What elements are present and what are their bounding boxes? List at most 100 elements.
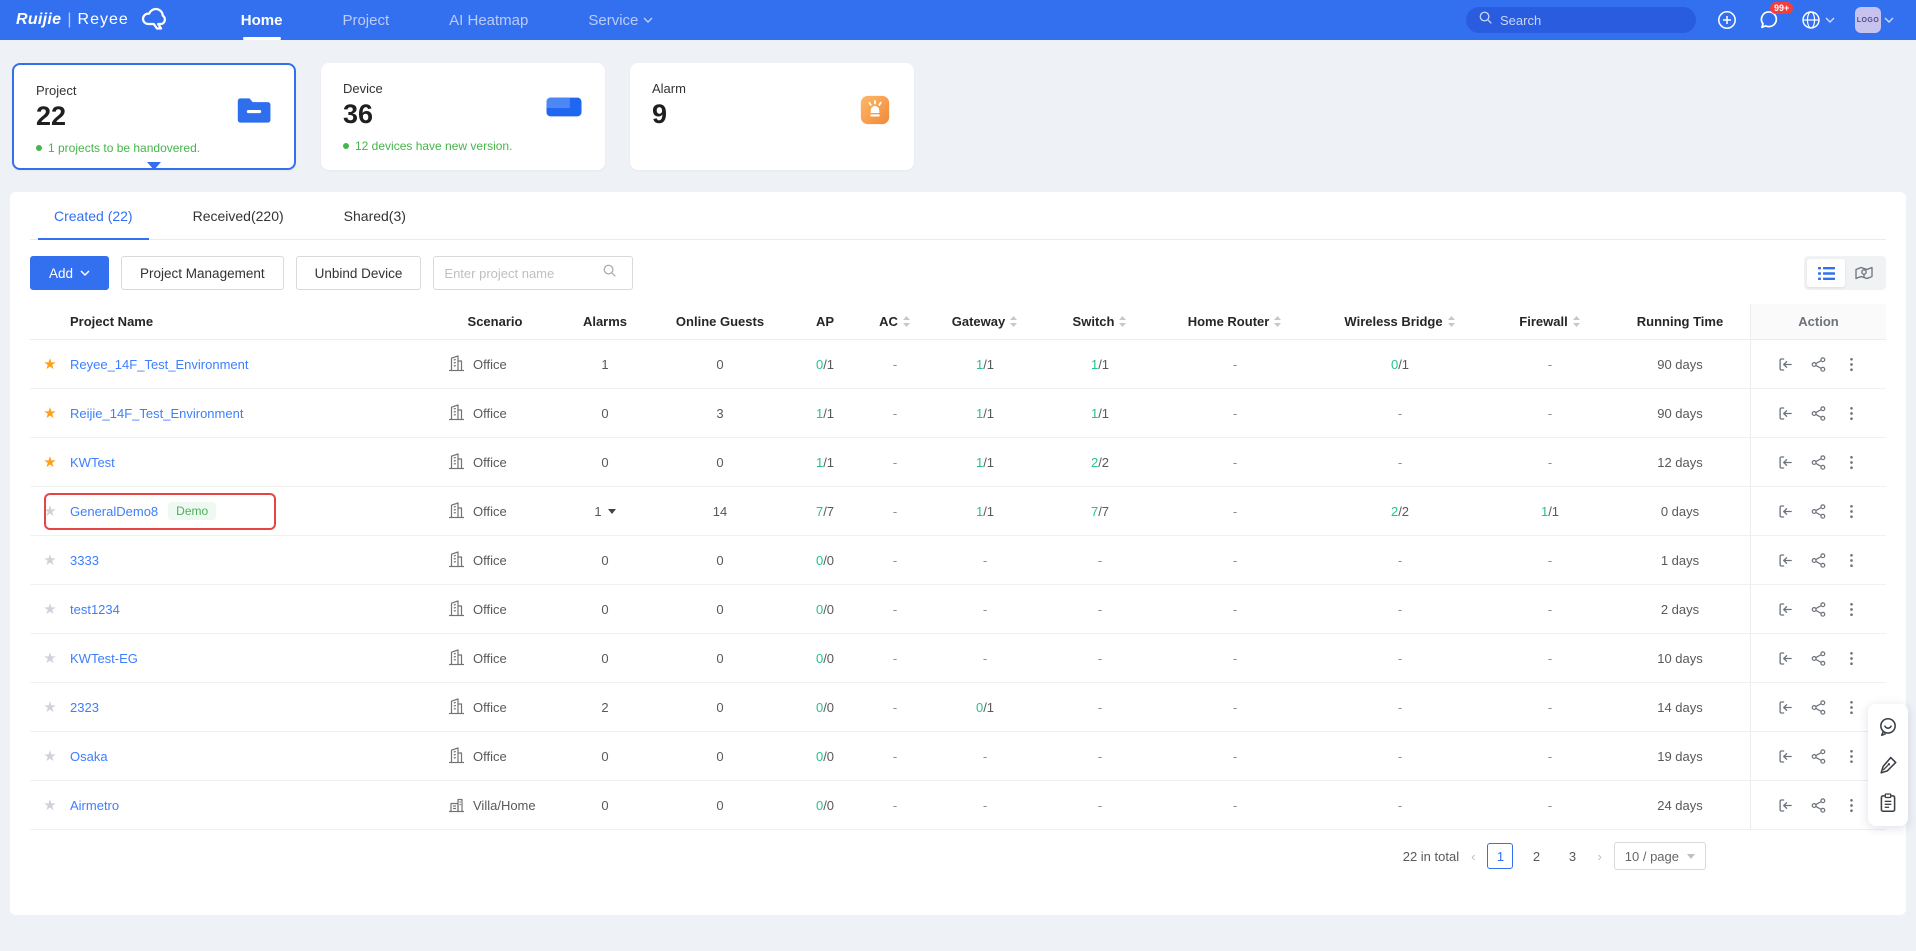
avatar[interactable]: LOGO bbox=[1855, 7, 1881, 33]
page-number-2[interactable]: 2 bbox=[1523, 843, 1549, 869]
project-name-link[interactable]: Osaka bbox=[70, 749, 108, 764]
alarms-dropdown-icon[interactable] bbox=[608, 509, 616, 518]
more-icon[interactable] bbox=[1843, 699, 1860, 716]
share-icon[interactable] bbox=[1810, 650, 1827, 667]
nav-item-ai-heatmap[interactable]: AI Heatmap bbox=[419, 0, 558, 40]
project-name-link[interactable]: test1234 bbox=[70, 602, 120, 617]
card-alarm[interactable]: Alarm9 bbox=[630, 63, 914, 170]
enter-project-icon[interactable] bbox=[1777, 797, 1794, 814]
page-number-3[interactable]: 3 bbox=[1559, 843, 1585, 869]
enter-project-icon[interactable] bbox=[1777, 552, 1794, 569]
page-size-select[interactable]: 10 / page bbox=[1614, 842, 1706, 870]
project-search-box[interactable] bbox=[433, 256, 633, 290]
more-icon[interactable] bbox=[1843, 650, 1860, 667]
project-search-input[interactable] bbox=[444, 266, 602, 281]
chat-icon[interactable] bbox=[1877, 716, 1899, 738]
page-number-1[interactable]: 1 bbox=[1487, 843, 1513, 869]
share-icon[interactable] bbox=[1810, 748, 1827, 765]
nav-search[interactable] bbox=[1466, 7, 1696, 33]
more-icon[interactable] bbox=[1843, 797, 1860, 814]
card-project[interactable]: Project221 projects to be handovered. bbox=[12, 63, 296, 170]
favorite-star-icon[interactable]: ★ bbox=[30, 536, 70, 584]
favorite-star-icon[interactable]: ★ bbox=[30, 340, 70, 388]
favorite-star-icon[interactable]: ★ bbox=[30, 487, 70, 535]
enter-project-icon[interactable] bbox=[1777, 699, 1794, 716]
sort-arrows-icon[interactable] bbox=[902, 315, 911, 328]
nav-item-service[interactable]: Service bbox=[558, 0, 683, 40]
enter-project-icon[interactable] bbox=[1777, 503, 1794, 520]
column-header-ac[interactable]: AC bbox=[860, 304, 930, 339]
user-menu[interactable]: LOGO bbox=[1855, 7, 1894, 33]
column-header-gateway[interactable]: Gateway bbox=[930, 304, 1040, 339]
list-view-icon[interactable] bbox=[1807, 259, 1845, 287]
favorite-star-icon[interactable]: ★ bbox=[30, 389, 70, 437]
more-icon[interactable] bbox=[1843, 405, 1860, 422]
favorite-star-icon[interactable]: ★ bbox=[30, 438, 70, 486]
more-icon[interactable] bbox=[1843, 748, 1860, 765]
enter-project-icon[interactable] bbox=[1777, 601, 1794, 618]
tab-received-220-[interactable]: Received(220) bbox=[177, 192, 300, 239]
enter-project-icon[interactable] bbox=[1777, 356, 1794, 373]
more-icon[interactable] bbox=[1843, 503, 1860, 520]
sort-arrows-icon[interactable] bbox=[1009, 315, 1018, 328]
favorite-star-icon[interactable]: ★ bbox=[30, 732, 70, 780]
share-icon[interactable] bbox=[1810, 699, 1827, 716]
project-name-link[interactable]: Reyee_14F_Test_Environment bbox=[70, 357, 249, 372]
dash-value: - bbox=[893, 749, 897, 764]
share-icon[interactable] bbox=[1810, 454, 1827, 471]
sort-arrows-icon[interactable] bbox=[1447, 315, 1456, 328]
share-icon[interactable] bbox=[1810, 503, 1827, 520]
sort-arrows-icon[interactable] bbox=[1572, 315, 1581, 328]
project-name-link[interactable]: 3333 bbox=[70, 553, 99, 568]
share-icon[interactable] bbox=[1810, 356, 1827, 373]
favorite-star-icon[interactable]: ★ bbox=[30, 683, 70, 731]
enter-project-icon[interactable] bbox=[1777, 454, 1794, 471]
project-name-link[interactable]: Reijie_14F_Test_Environment bbox=[70, 406, 243, 421]
sort-arrows-icon[interactable] bbox=[1118, 315, 1127, 328]
share-icon[interactable] bbox=[1810, 552, 1827, 569]
more-icon[interactable] bbox=[1843, 552, 1860, 569]
gateway-cell: 1/1 bbox=[930, 340, 1040, 388]
favorite-star-icon[interactable]: ★ bbox=[30, 585, 70, 633]
nav-item-project[interactable]: Project bbox=[312, 0, 419, 40]
sort-arrows-icon[interactable] bbox=[1273, 315, 1282, 328]
tab-created-22-[interactable]: Created (22) bbox=[38, 192, 149, 239]
column-header-home_router[interactable]: Home Router bbox=[1160, 304, 1310, 339]
nav-search-input[interactable] bbox=[1500, 13, 1670, 28]
card-device[interactable]: Device3612 devices have new version. bbox=[321, 63, 605, 170]
more-icon[interactable] bbox=[1843, 601, 1860, 618]
pen-icon[interactable] bbox=[1877, 754, 1899, 776]
nav-item-home[interactable]: Home bbox=[211, 0, 313, 40]
tab-shared-3-[interactable]: Shared(3) bbox=[328, 192, 422, 239]
column-header-switch[interactable]: Switch bbox=[1040, 304, 1160, 339]
plus-circle-icon[interactable] bbox=[1716, 9, 1738, 31]
map-view-icon[interactable] bbox=[1845, 259, 1883, 287]
globe-icon[interactable] bbox=[1800, 9, 1835, 31]
project-name-link[interactable]: 2323 bbox=[70, 700, 99, 715]
project-name-link[interactable]: KWTest bbox=[70, 455, 115, 470]
enter-project-icon[interactable] bbox=[1777, 405, 1794, 422]
project-name-link[interactable]: Airmetro bbox=[70, 798, 119, 813]
favorite-star-icon[interactable]: ★ bbox=[30, 634, 70, 682]
add-button[interactable]: Add bbox=[30, 256, 109, 290]
column-header-firewall[interactable]: Firewall bbox=[1490, 304, 1610, 339]
notification-icon[interactable]: 99+ bbox=[1758, 9, 1780, 31]
project-management-button[interactable]: Project Management bbox=[121, 256, 284, 290]
column-header-wireless_bridge[interactable]: Wireless Bridge bbox=[1310, 304, 1490, 339]
share-icon[interactable] bbox=[1810, 405, 1827, 422]
enter-project-icon[interactable] bbox=[1777, 650, 1794, 667]
favorite-star-icon[interactable]: ★ bbox=[30, 781, 70, 829]
clipboard-icon[interactable] bbox=[1877, 792, 1899, 814]
project-name-link[interactable]: KWTest-EG bbox=[70, 651, 138, 666]
project-name-link[interactable]: GeneralDemo8 bbox=[70, 504, 158, 519]
more-icon[interactable] bbox=[1843, 454, 1860, 471]
more-icon[interactable] bbox=[1843, 356, 1860, 373]
enter-project-icon[interactable] bbox=[1777, 748, 1794, 765]
share-icon[interactable] bbox=[1810, 797, 1827, 814]
brand-logo[interactable]: Ruijie | Reyee bbox=[16, 6, 169, 35]
prev-page-icon[interactable]: ‹ bbox=[1469, 849, 1477, 864]
next-page-icon[interactable]: › bbox=[1595, 849, 1603, 864]
unbind-device-button[interactable]: Unbind Device bbox=[296, 256, 422, 290]
share-icon[interactable] bbox=[1810, 601, 1827, 618]
alarms-cell: 0 bbox=[560, 634, 650, 682]
